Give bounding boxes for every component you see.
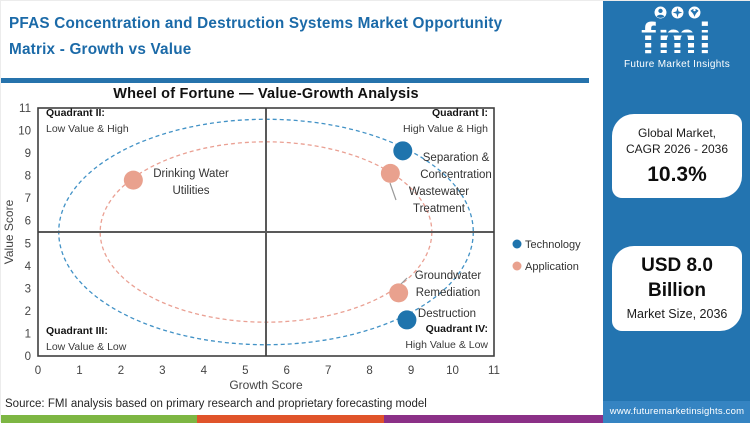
x-tick: 9 xyxy=(408,365,414,377)
quadrant-name-q2: Quadrant II: xyxy=(46,107,105,119)
fmi-text: fmi xyxy=(641,14,713,63)
legend-label-application: Application xyxy=(525,261,579,273)
quadrant-desc-q4: High Value & Low xyxy=(405,339,488,351)
green-strip xyxy=(1,415,197,423)
globe-icon xyxy=(688,6,701,19)
x-tick: 4 xyxy=(201,365,208,377)
quadrant-desc-q3: Low Value & Low xyxy=(46,341,127,353)
y-tick: 2 xyxy=(25,306,31,318)
page-title-line1: PFAS Concentration and Destruction Syste… xyxy=(9,15,503,32)
point-label: Remediation xyxy=(416,287,481,299)
x-tick: 10 xyxy=(446,365,459,377)
point-label: Destruction xyxy=(418,308,476,320)
quadrant-desc-q2: Low Value & High xyxy=(46,123,129,135)
quadrant-chart: Wheel of Fortune — Value-Growth Analysis… xyxy=(1,83,603,396)
x-tick: 0 xyxy=(35,365,41,377)
market-size-line1: USD 8.0 xyxy=(641,255,713,276)
cagr-card-line2: CAGR 2026 - 2036 xyxy=(625,142,729,156)
legend-label-technology: Technology xyxy=(525,239,581,251)
scatter-plot: 0 1 2 3 4 5 6 7 8 9 10 11 0 1 2 3 4 5 6 7 8 9 10 11 Growth Score… xyxy=(2,103,581,392)
cagr-value: 10.3% xyxy=(647,163,707,186)
point-label: Treatment xyxy=(413,203,466,215)
plot-border xyxy=(37,107,495,357)
quadrant-name-q1: Quadrant I: xyxy=(432,107,488,119)
y-tick: 6 xyxy=(25,216,31,228)
cagr-card: Global Market, CAGR 2026 - 2036 10.3% xyxy=(612,114,742,198)
y-tick: 11 xyxy=(19,103,31,115)
quadrant-name-q3: Quadrant III: xyxy=(46,325,108,337)
header-divider xyxy=(1,78,589,83)
y-tick: 1 xyxy=(25,328,31,340)
fmi-wordmark: fmi xyxy=(638,17,716,61)
chart-title: Wheel of Fortune — Value-Growth Analysis xyxy=(113,86,419,102)
point-label: Drinking Water xyxy=(153,168,229,180)
point-label: Concentration xyxy=(420,169,492,181)
market-size-line2: Billion xyxy=(647,280,707,301)
cagr-card-line1: Global Market, xyxy=(637,126,717,140)
point-groundwater-remediation xyxy=(389,283,409,303)
purple-strip xyxy=(384,415,603,423)
point-destruction xyxy=(397,310,417,330)
point-label: Groundwater xyxy=(415,270,482,282)
y-tick: 10 xyxy=(18,126,31,138)
y-tick: 0 xyxy=(25,351,31,363)
point-label: Wastewater xyxy=(409,186,469,198)
page-title: PFAS Concentration and Destruction Syste… xyxy=(9,11,589,63)
y-tick: 8 xyxy=(25,171,31,183)
x-tick: 1 xyxy=(76,365,82,377)
header: PFAS Concentration and Destruction Syste… xyxy=(9,11,589,63)
person-icon xyxy=(654,6,667,19)
page-title-line2: Matrix - Growth vs Value xyxy=(9,41,192,58)
y-tick: 9 xyxy=(25,148,31,160)
point-wastewater-treatment xyxy=(380,163,400,183)
point-label: Separation & xyxy=(423,152,490,164)
x-tick: 6 xyxy=(284,365,290,377)
market-size-label: Market Size, 2036 xyxy=(626,307,728,321)
source-note: Source: FMI analysis based on primary re… xyxy=(5,398,427,410)
y-tick: 3 xyxy=(25,283,31,295)
market-size-value: USD 8.0 Billion xyxy=(612,253,742,303)
compass-icon xyxy=(671,6,684,19)
market-size-card: USD 8.0 Billion Market Size, 2036 xyxy=(612,246,742,331)
x-axis-label: Growth Score xyxy=(229,378,303,392)
legend-swatch-application xyxy=(512,261,522,271)
y-tick: 7 xyxy=(25,193,31,205)
x-tick: 2 xyxy=(118,365,124,377)
orange-strip xyxy=(197,415,384,423)
x-tick: 11 xyxy=(488,365,500,377)
logo-subtitle: Future Market Insights xyxy=(623,59,731,70)
quadrant-name-q4: Quadrant IV: xyxy=(426,323,488,335)
point-label: Utilities xyxy=(172,185,209,197)
x-tick: 5 xyxy=(242,365,248,377)
point-drinking-water-utilities xyxy=(123,170,143,190)
fmi-logo: fmi Future Market Insights xyxy=(603,6,750,70)
y-tick: 5 xyxy=(25,238,31,250)
y-tick: 4 xyxy=(25,261,32,273)
website-link[interactable]: www.futuremarketinsights.com xyxy=(603,401,750,423)
right-sidebar: fmi Future Market Insights Global Market… xyxy=(603,1,750,423)
quadrant-desc-q1: High Value & High xyxy=(403,123,488,135)
y-axis-label: Value Score xyxy=(2,199,16,264)
x-tick: 8 xyxy=(366,365,372,377)
leader-line xyxy=(389,182,397,201)
x-tick: 3 xyxy=(159,365,165,377)
point-separation-concentration xyxy=(393,141,413,161)
legend-swatch-technology xyxy=(512,239,522,249)
footer-color-strips xyxy=(1,415,603,423)
logo-icons-row xyxy=(603,6,750,19)
x-tick: 7 xyxy=(325,365,331,377)
